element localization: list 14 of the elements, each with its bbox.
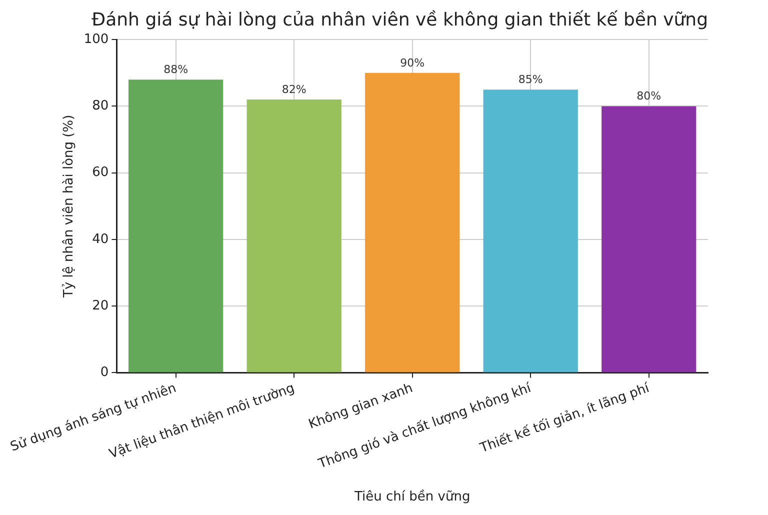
data-label: 80% bbox=[636, 90, 662, 103]
chart-title: Đánh giá sự hài lòng của nhân viên về không gian thiết kế bền vững bbox=[92, 9, 708, 30]
y-tick-label: 0 bbox=[100, 365, 109, 380]
data-label: 90% bbox=[400, 56, 425, 70]
x-axis-title: Tiêu chí bền vững bbox=[354, 488, 470, 505]
y-tick-label: 40 bbox=[92, 232, 109, 247]
y-tick-label: 80 bbox=[92, 98, 109, 114]
y-tick-label: 60 bbox=[92, 165, 109, 180]
y-tick-label: 100 bbox=[84, 32, 109, 47]
data-label: 85% bbox=[518, 72, 543, 86]
y-axis-title: Tỷ lệ nhân viên hài lòng (%) bbox=[61, 114, 76, 298]
data-label: 82% bbox=[282, 82, 306, 96]
y-tick-label: 20 bbox=[92, 298, 109, 314]
data-label: 88% bbox=[164, 62, 188, 76]
